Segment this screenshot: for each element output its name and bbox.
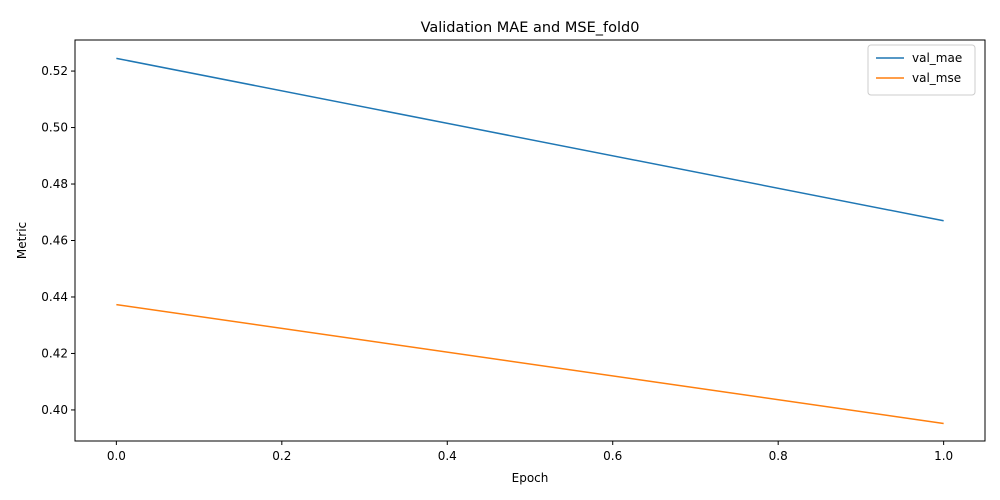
plot-frame [74,39,986,442]
y-tick-label: 0.42 [41,346,68,360]
legend-label: val_mae [912,51,962,65]
legend-label: val_mse [912,71,961,85]
y-tick-label: 0.50 [41,121,68,135]
x-tick-label: 0.8 [769,449,788,463]
x-axis: 0.0 0.2 0.4 0.6 0.8 1.0 [107,441,953,463]
y-tick-label: 0.48 [41,177,68,191]
y-tick-label: 0.40 [41,403,68,417]
x-tick-label: 1.0 [934,449,953,463]
x-tick-label: 0.0 [107,449,126,463]
x-tick-label: 0.2 [272,449,291,463]
x-tick-label: 0.4 [438,449,457,463]
series-line-val-mae [116,57,944,222]
y-axis-label: Metric [15,222,29,259]
y-tick-label: 0.46 [41,234,68,248]
y-axis: 0.40 0.42 0.44 0.46 0.48 0.50 0.52 [41,64,75,417]
y-tick-label: 0.44 [41,290,68,304]
series-layer [116,57,944,425]
x-axis-label: Epoch [512,471,549,485]
legend: val_mae val_mse [867,44,976,96]
y-tick-label: 0.52 [41,64,68,78]
series-line-val-mse [116,303,944,425]
chart-title: Validation MAE and MSE_fold0 [421,20,640,36]
x-tick-label: 0.6 [603,449,622,463]
